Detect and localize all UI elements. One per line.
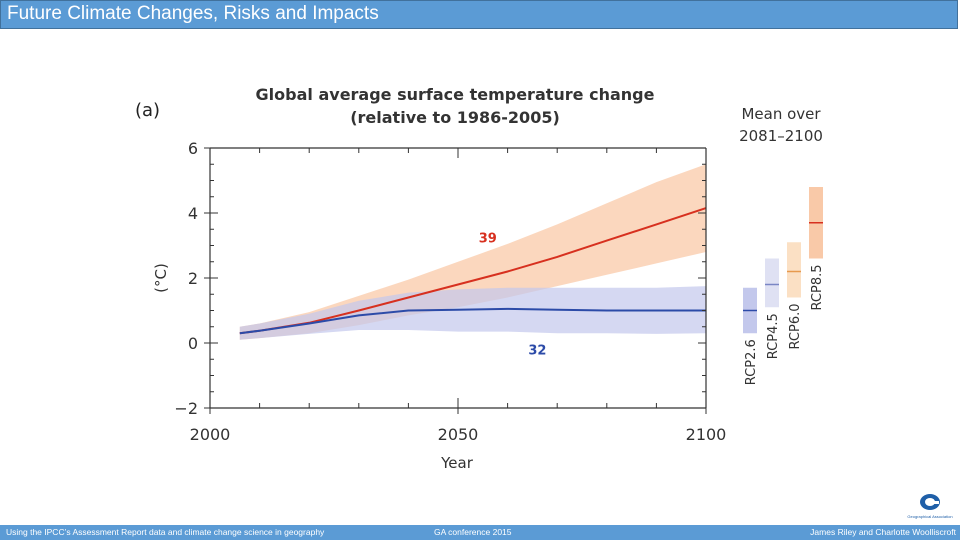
- side-bar-rcp60: [787, 242, 801, 298]
- series-label-rcp26: 32: [528, 343, 546, 358]
- footer-right-text: James Riley and Charlotte Woolliscroft: [810, 527, 956, 537]
- line-rcp26: [239, 307, 706, 335]
- band-rcp26: [239, 286, 707, 340]
- footer-center-text: GA conference 2015: [434, 527, 512, 537]
- x-axis-label: Year: [440, 454, 474, 472]
- chart-title: Global average surface temperature chang…: [256, 85, 655, 104]
- side-bar-label-rcp85: RCP8.5: [810, 265, 825, 311]
- chart-subtitle: (relative to 1986-2005): [350, 108, 560, 127]
- y-tick-label: 4: [188, 204, 198, 223]
- y-tick-label: 6: [188, 139, 198, 158]
- temperature-change-chart: (a) Global average surface temperature c…: [135, 85, 825, 472]
- x-tick-label: 2100: [686, 425, 727, 444]
- slide-title-bar: Future Climate Changes, Risks and Impact…: [0, 0, 958, 29]
- x-tick-label: 2000: [190, 425, 231, 444]
- y-tick-label: 0: [188, 334, 198, 353]
- y-tick-label: 2: [188, 269, 198, 288]
- side-bar-label-rcp26: RCP2.6: [744, 339, 759, 385]
- side-panel-title-line1: Mean over: [741, 105, 821, 123]
- slide-title: Future Climate Changes, Risks and Impact…: [7, 3, 379, 24]
- series-label-rcp85: 39: [479, 231, 497, 246]
- panel-label: (a): [135, 100, 160, 121]
- side-panel-title-line2: 2081–2100: [739, 127, 823, 145]
- x-tick-label: 2050: [438, 425, 479, 444]
- geographical-association-logo-icon: Geographical Association: [907, 494, 953, 519]
- y-tick-label: −2: [174, 399, 198, 418]
- side-bar-rcp45: [765, 258, 779, 308]
- side-bar-label-rcp60: RCP6.0: [788, 304, 803, 350]
- y-axis-label: (°C): [152, 263, 170, 293]
- logo-text: Geographical Association: [907, 514, 952, 519]
- side-bar-label-rcp45: RCP4.5: [766, 313, 781, 359]
- footer-bar: [0, 525, 960, 540]
- footer-left-text: Using the IPCC’s Assessment Report data …: [6, 527, 325, 537]
